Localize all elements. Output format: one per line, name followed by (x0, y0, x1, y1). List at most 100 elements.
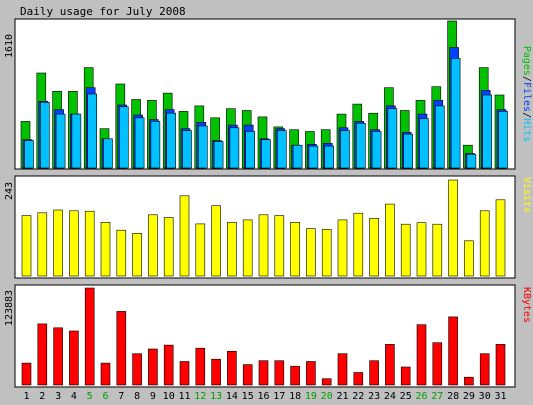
visits-bar-2 (37, 212, 48, 277)
visits-bar-17 (274, 215, 285, 277)
visits-bar-18 (290, 222, 300, 277)
x-label-day-21: 21 (336, 391, 348, 402)
kbytes-bar-11 (179, 361, 190, 386)
kbytes-bar-30 (479, 353, 490, 386)
kbytes-bar-10 (163, 344, 174, 386)
hits-bar-14 (229, 127, 240, 169)
x-label-day-27: 27 (431, 391, 443, 402)
hits-bar-31 (498, 111, 508, 169)
visits-bar-4 (69, 210, 79, 277)
visits-bar-6 (100, 222, 111, 277)
visits-bar-24 (385, 203, 395, 277)
x-label-day-25: 25 (400, 391, 412, 402)
x-axis-labels: 1 2 3 4 5 6 7 8 9 10 11 12 13 14 15 16 17 18 19 20 21 22 23 24 2… (23, 391, 506, 402)
hits-bar-8 (134, 117, 145, 169)
x-label-day-9: 9 (150, 391, 156, 402)
visits-bar-31 (495, 199, 506, 277)
visits-bar-19 (306, 228, 316, 277)
kbytes-bar-31 (495, 343, 506, 386)
x-label-day-6: 6 (102, 391, 108, 402)
bars-layer (20, 20, 508, 386)
hits-legend: Pages/Files/Hits (521, 46, 532, 142)
visits-bar-22 (353, 212, 364, 277)
x-label-day-15: 15 (242, 391, 254, 402)
kbytes-bar-29 (464, 376, 474, 386)
x-label-day-28: 28 (447, 391, 459, 402)
visits-bar-16 (258, 214, 269, 277)
kbytes-bar-17 (274, 360, 285, 386)
visits-bar-11 (179, 195, 190, 277)
x-label-day-16: 16 (257, 391, 269, 402)
kbytes-bar-15 (242, 364, 253, 386)
kbytes-bar-19 (306, 361, 316, 386)
hits-bar-25 (403, 133, 414, 169)
x-label-day-20: 20 (321, 391, 333, 402)
x-label-day-24: 24 (384, 391, 396, 402)
x-label-day-22: 22 (352, 391, 364, 402)
kbytes-bar-27 (432, 342, 443, 386)
x-label-day-18: 18 (289, 391, 301, 402)
visits-bar-29 (464, 240, 474, 277)
x-label-day-30: 30 (479, 391, 491, 402)
kbytes-bar-22 (353, 372, 364, 386)
visits-bar-9 (148, 214, 158, 277)
hits-bar-26 (419, 118, 429, 169)
x-label-day-2: 2 (39, 391, 45, 402)
kbytes-bar-1 (21, 362, 32, 386)
kbytes-bar-9 (148, 348, 158, 386)
visits-bar-27 (432, 223, 443, 277)
kbytes-bar-21 (337, 353, 348, 386)
hits-bar-19 (308, 145, 319, 169)
visits-ymax-label: 243 (4, 182, 15, 200)
visits-bar-25 (400, 223, 411, 277)
kbytes-bar-6 (100, 362, 111, 386)
visits-bar-26 (416, 222, 427, 277)
x-label-day-31: 31 (494, 391, 506, 402)
hits-bar-12 (198, 125, 208, 169)
hits-bar-10 (166, 112, 176, 169)
legend-files: Files (521, 82, 532, 112)
hits-bar-11 (182, 130, 192, 169)
hits-bar-9 (150, 121, 161, 169)
visits-bar-30 (479, 210, 490, 277)
x-label-day-19: 19 (305, 391, 317, 402)
visits-bar-12 (195, 223, 206, 277)
hits-bar-22 (355, 123, 366, 169)
visits-bar-5 (84, 210, 95, 277)
kbytes-bar-5 (84, 287, 95, 386)
visits-bar-7 (116, 229, 127, 277)
legend-pages: Pages (521, 46, 532, 76)
visits-bar-20 (321, 229, 332, 277)
hits-bar-16 (261, 139, 271, 169)
visits-bar-3 (53, 209, 63, 277)
x-label-day-11: 11 (178, 391, 190, 402)
kbytes-bar-25 (400, 366, 411, 386)
x-label-day-17: 17 (273, 391, 285, 402)
x-label-day-7: 7 (118, 391, 124, 402)
x-label-day-29: 29 (463, 391, 475, 402)
hits-bar-13 (213, 141, 224, 169)
visits-bar-15 (242, 219, 253, 277)
hits-bar-18 (292, 144, 303, 169)
kbytes-bar-7 (116, 311, 127, 386)
kbytes-bar-3 (53, 327, 63, 386)
hits-ymax-label: 1610 (4, 34, 15, 58)
hits-bar-7 (119, 106, 129, 169)
hits-bar-24 (387, 108, 398, 169)
kbytes-panel-background (14, 284, 516, 388)
x-label-day-13: 13 (210, 391, 222, 402)
visits-bar-1 (21, 215, 32, 277)
hits-bar-28 (450, 58, 461, 169)
hits-bar-6 (103, 138, 113, 169)
visits-bar-21 (337, 219, 348, 277)
kbytes-bar-2 (37, 323, 48, 386)
kbytes-bar-23 (369, 360, 379, 386)
visits-bar-23 (369, 218, 379, 277)
kbytes-bar-28 (448, 316, 458, 386)
kbytes-bar-16 (258, 360, 269, 386)
kbytes-bar-13 (211, 358, 221, 386)
kbytes-bar-8 (132, 353, 142, 386)
visits-bar-13 (211, 205, 221, 277)
